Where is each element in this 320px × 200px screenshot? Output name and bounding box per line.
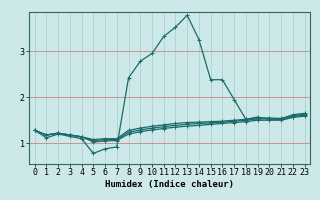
X-axis label: Humidex (Indice chaleur): Humidex (Indice chaleur) — [105, 180, 234, 189]
